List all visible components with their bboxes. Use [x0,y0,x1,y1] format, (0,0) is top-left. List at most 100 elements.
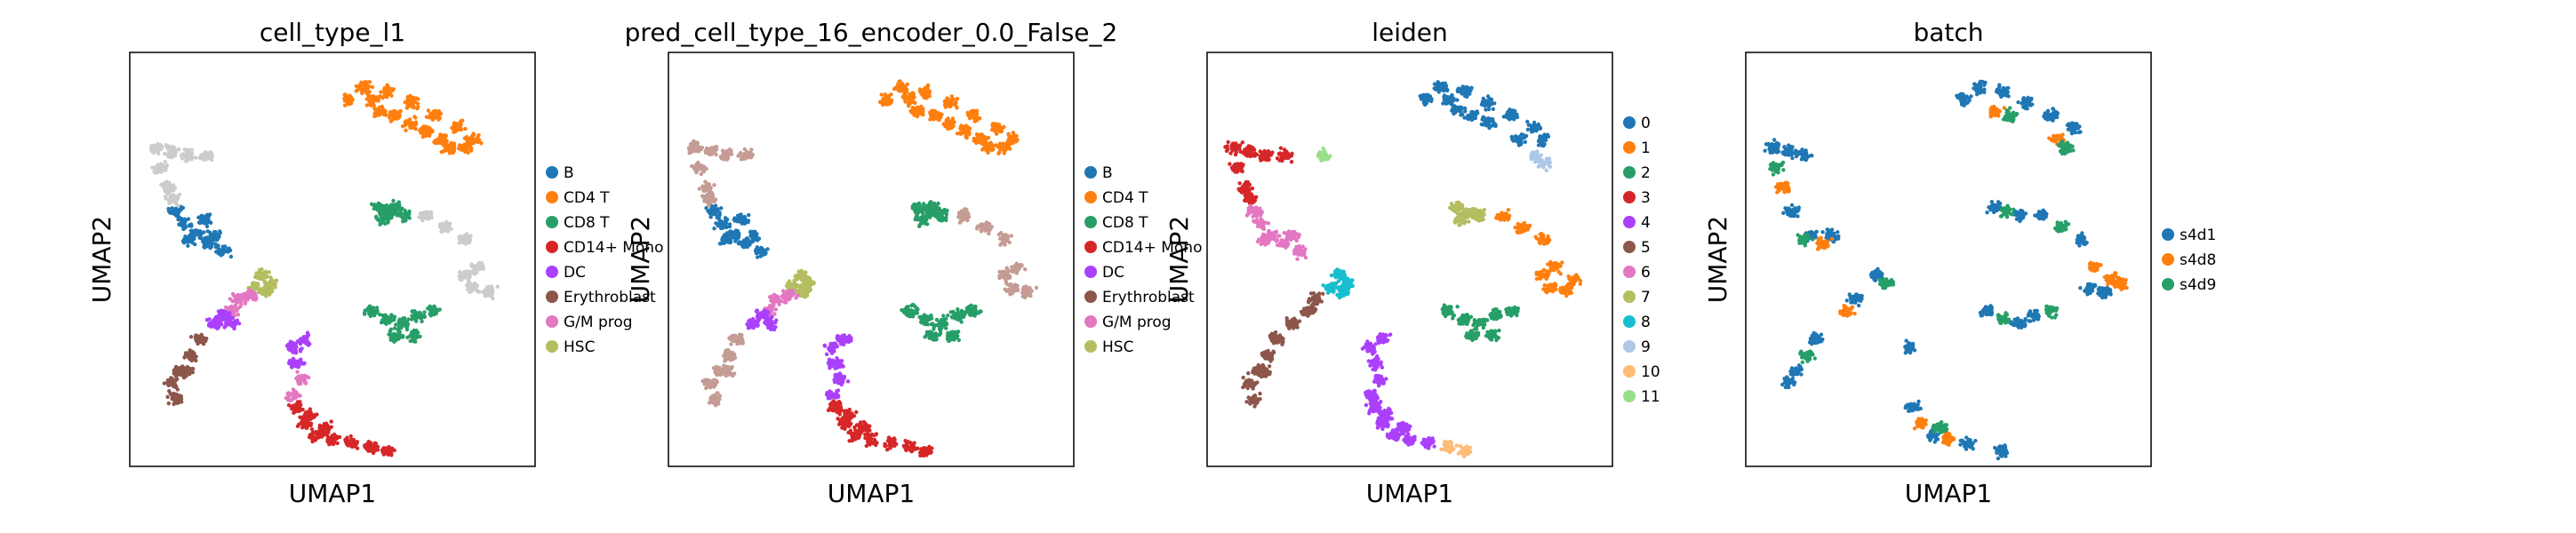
data-point [386,317,390,322]
data-point [387,88,392,93]
data-point [256,275,261,280]
data-point [1009,135,1013,139]
data-point [430,128,435,133]
data-point [397,322,402,326]
data-point [372,94,376,99]
data-point [406,211,411,216]
data-point [254,296,259,301]
data-point [390,88,395,93]
data-point [176,195,180,201]
data-point [363,308,367,313]
data-point [188,156,192,161]
data-point [355,440,360,444]
data-point [444,220,450,225]
data-point [462,142,467,147]
data-point [696,160,700,165]
data-point [317,423,322,428]
data-point [404,327,410,332]
data-point [732,216,737,220]
data-point [289,405,294,410]
data-point [203,244,208,250]
data-point [304,339,308,344]
data-point [886,96,891,100]
data-point [1000,274,1004,279]
data-point [415,106,420,111]
data-point [201,237,205,242]
data-point [370,313,374,317]
data-point [699,147,703,152]
data-point [395,333,399,338]
data-point [740,155,746,159]
legend-label: CD8 T [564,214,610,232]
data-point [334,436,340,441]
data-point [889,99,893,104]
data-point [455,123,460,127]
data-point [207,242,212,247]
data-point [950,121,955,125]
data-point [474,285,478,290]
data-point [291,387,296,392]
data-point [235,318,240,322]
data-point [327,442,332,447]
data-point [186,243,190,248]
data-point [153,165,158,170]
data-point [163,151,167,156]
data-point [305,330,310,335]
x-axis-label: UMAP1 [289,479,377,508]
data-point [367,94,372,99]
data-point [392,314,397,319]
data-point [713,203,718,208]
cluster-cd8-t [900,200,983,343]
data-point [298,358,302,362]
data-point [434,114,439,118]
data-point [495,284,500,289]
data-point [303,416,308,420]
data-point [185,158,189,163]
data-point [469,146,474,151]
data-point [308,423,313,428]
legend-label: CD14+ Mono [564,239,663,257]
data-point [228,297,232,301]
data-point [388,214,392,219]
data-point [986,135,991,140]
data-point [980,147,985,152]
data-point [735,235,740,241]
data-point [375,207,380,212]
data-point [926,330,932,335]
data-point [394,322,398,327]
data-point [932,327,936,331]
data-point [924,96,929,100]
data-point [701,187,706,191]
data-point [978,116,982,121]
data-point [392,317,396,322]
data-point [1000,236,1004,242]
data-point [187,235,191,240]
data-point [327,436,332,441]
data-point [166,144,171,148]
data-point [268,279,273,283]
data-point [382,87,387,91]
data-point [264,291,269,297]
data-point [452,141,457,146]
data-point [999,127,1004,131]
data-point [188,335,194,339]
data-point [297,376,302,380]
data-point [945,336,950,341]
data-point [690,143,694,147]
data-point [978,223,983,227]
data-point [374,306,380,310]
data-point [466,150,470,155]
data-point [422,310,427,314]
data-point [727,224,732,229]
data-point [933,115,939,119]
data-point [329,419,333,424]
data-point [1009,234,1014,238]
data-point [420,315,424,321]
data-point [172,382,176,387]
points-layer [149,80,500,457]
data-point [708,187,713,191]
data-point [163,185,167,190]
data-point [964,130,969,135]
data-point [212,231,217,236]
